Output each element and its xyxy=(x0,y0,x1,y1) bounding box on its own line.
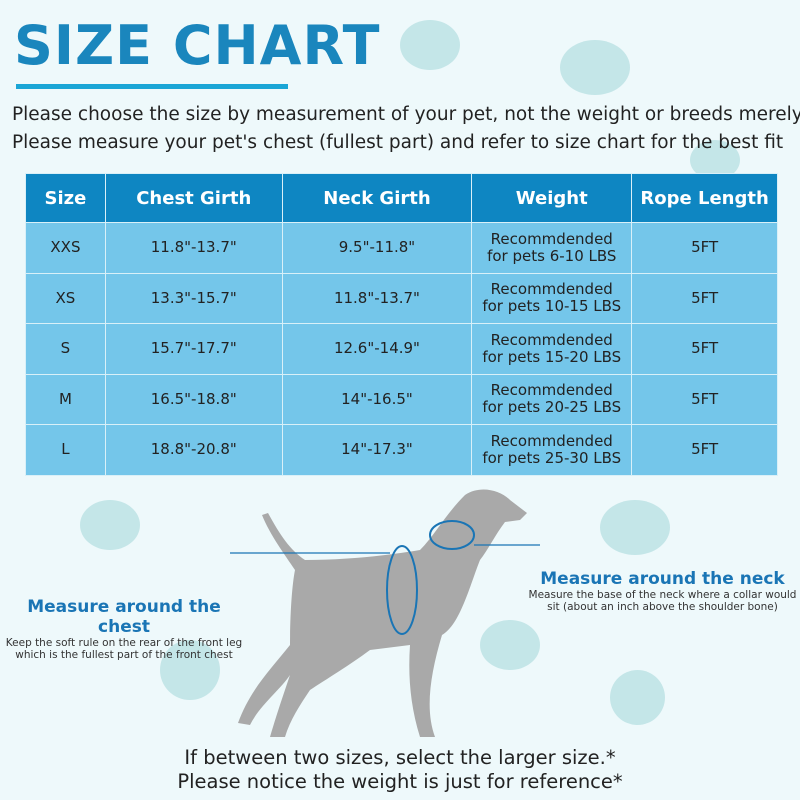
weight-line: for pets 10-15 LBS xyxy=(482,297,622,316)
table-row: XS 13.3"-15.7" 11.8"-13.7" Recommdended for … xyxy=(25,272,778,324)
weight-line: for pets 15-20 LBS xyxy=(482,347,622,366)
paw-decoration xyxy=(610,670,665,725)
paw-decoration xyxy=(160,640,220,700)
neck-title: Measure around the neck xyxy=(540,569,785,589)
intro-line: Please choose the size by measurement of… xyxy=(12,104,800,125)
chest-measure-loop xyxy=(386,545,418,635)
chest-desc: which is the fullest part of the front c… xyxy=(15,649,233,661)
neck-desc: Measure the base of the neck where a col… xyxy=(528,589,797,601)
size-table: Size Chest Girth Neck Girth Weight Rope … xyxy=(25,173,778,476)
paw-decoration xyxy=(400,20,460,70)
weight-line: for pets 20-25 LBS xyxy=(482,398,622,417)
paw-decoration xyxy=(480,620,540,670)
footer-line: Please notice the weight is just for ref… xyxy=(177,770,623,793)
neck-cell: 9.5"-11.8" xyxy=(281,222,473,274)
dog-illustration xyxy=(230,489,540,737)
chest-cell: 13.3"-15.7" xyxy=(104,272,283,324)
rope-cell: 5FT xyxy=(631,373,778,425)
page-title: SIZE CHART xyxy=(14,14,381,77)
size-cell: L xyxy=(25,424,106,476)
chest-cell: 18.8"-20.8" xyxy=(104,424,283,476)
weight-line: Recommdended xyxy=(490,431,613,450)
chest-cell: 15.7"-17.7" xyxy=(104,323,283,375)
weight-cell: Recommdended for pets 10-15 LBS xyxy=(471,272,633,324)
size-cell: XS xyxy=(25,272,106,324)
chest-cell: 11.8"-13.7" xyxy=(104,222,283,274)
rope-cell: 5FT xyxy=(631,424,778,476)
table-row: S 15.7"-17.7" 12.6"-14.9" Recommdended for p… xyxy=(25,323,778,375)
weight-line: Recommdended xyxy=(490,330,613,349)
weight-line: Recommdended xyxy=(490,280,613,299)
neck-label: Measure around the neck Measure the base… xyxy=(525,569,800,613)
neck-cell: 14"-17.3" xyxy=(281,424,473,476)
neck-desc: sit (about an inch above the shoulder bo… xyxy=(547,601,778,613)
footer-note: If between two sizes, select the larger … xyxy=(0,746,800,794)
size-cell: M xyxy=(25,373,106,425)
rope-cell: 5FT xyxy=(631,323,778,375)
header-size: Size xyxy=(25,173,106,223)
size-cell: XXS xyxy=(25,222,106,274)
neck-cell: 12.6"-14.9" xyxy=(281,323,473,375)
weight-line: Recommdended xyxy=(490,381,613,400)
chest-cell: 16.5"-18.8" xyxy=(104,373,283,425)
neck-cell: 14"-16.5" xyxy=(281,373,473,425)
chest-pointer-line xyxy=(230,552,390,554)
neck-measure-loop xyxy=(429,520,475,550)
paw-decoration xyxy=(560,40,630,95)
paw-decoration xyxy=(600,500,670,555)
weight-cell: Recommdended for pets 6-10 LBS xyxy=(471,222,633,274)
rope-cell: 5FT xyxy=(631,272,778,324)
dog-silhouette xyxy=(238,489,527,737)
title-underline xyxy=(16,84,288,89)
chest-title: Measure around the chest xyxy=(27,597,221,637)
weight-cell: Recommdended for pets 20-25 LBS xyxy=(471,373,633,425)
footer-line: If between two sizes, select the larger … xyxy=(184,746,616,769)
header-rope: Rope Length xyxy=(631,173,778,223)
neck-pointer-line xyxy=(474,544,540,546)
weight-line: Recommdended xyxy=(490,229,613,248)
paw-decoration xyxy=(80,500,140,550)
table-row: XXS 11.8"-13.7" 9.5"-11.8" Recommdended for … xyxy=(25,222,778,274)
header-neck: Neck Girth xyxy=(281,173,473,223)
size-cell: S xyxy=(25,323,106,375)
table-row: M 16.5"-18.8" 14"-16.5" Recommdended for pet… xyxy=(25,373,778,425)
chest-label: Measure around the chest Keep the soft r… xyxy=(4,597,244,661)
weight-cell: Recommdended for pets 15-20 LBS xyxy=(471,323,633,375)
weight-line: for pets 25-30 LBS xyxy=(482,448,622,467)
intro-line: Please measure your pet's chest (fullest… xyxy=(12,132,784,153)
table-header: Size Chest Girth Neck Girth Weight Rope … xyxy=(25,173,778,223)
table-row: L 18.8"-20.8" 14"-17.3" Recommdended for pet… xyxy=(25,424,778,476)
header-weight: Weight xyxy=(471,173,633,223)
header-chest: Chest Girth xyxy=(104,173,283,223)
neck-cell: 11.8"-13.7" xyxy=(281,272,473,324)
weight-line: for pets 6-10 LBS xyxy=(487,246,617,265)
rope-cell: 5FT xyxy=(631,222,778,274)
weight-cell: Recommdended for pets 25-30 LBS xyxy=(471,424,633,476)
chest-desc: Keep the soft rule on the rear of the fr… xyxy=(5,637,243,649)
